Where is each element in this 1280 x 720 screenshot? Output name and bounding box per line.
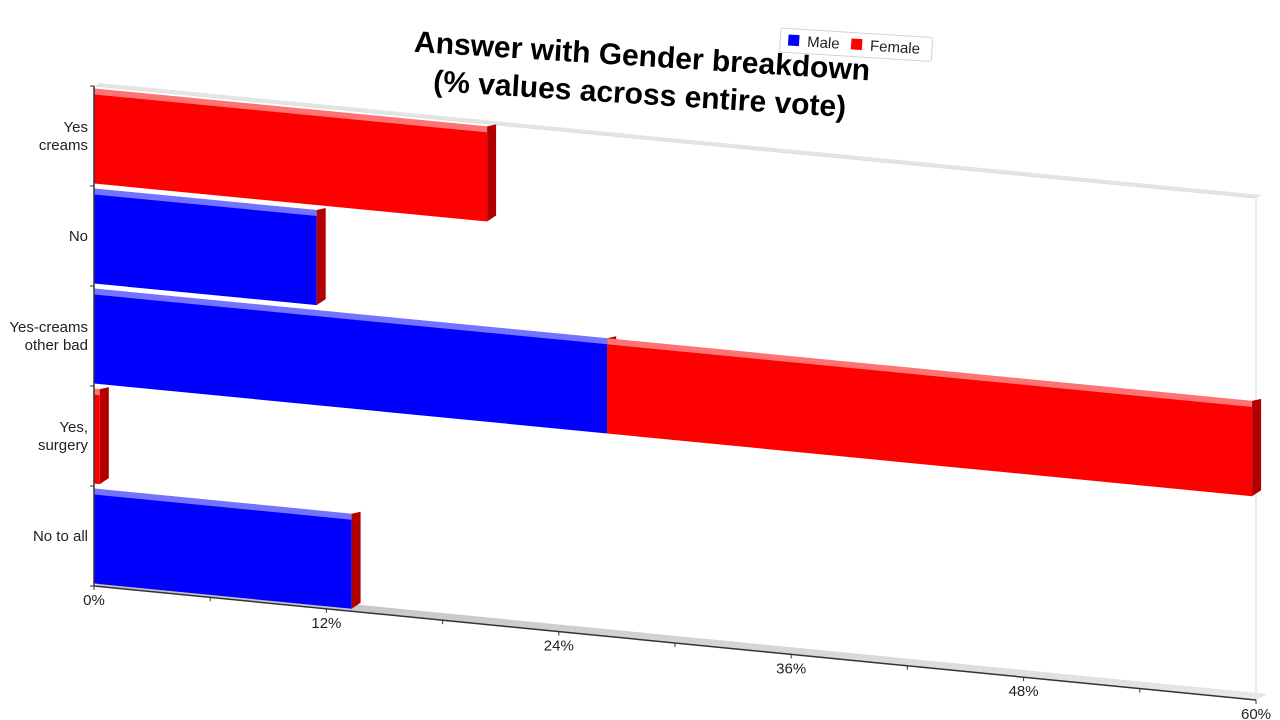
x-tick-label: 48% [1009,683,1039,700]
bar-end-cap [487,124,497,222]
bar-female-3 [94,387,109,485]
legend-swatch-female [850,38,863,51]
category-labels: Yes creams No Yes-creams other bad Yes, surger… [9,119,88,545]
legend-label-female: Female [870,38,921,58]
bar-highlight [94,88,488,133]
x-axis: 0% 12% 24% 36% 48% 60% [83,85,1271,720]
floor [94,580,1268,700]
bar-face [94,288,608,434]
bar-highlight [94,388,100,396]
legend: Male Female [779,27,934,62]
bar-end-cap [99,387,109,485]
bar-end-cap [351,511,361,609]
category-label: Yes creams [39,119,88,154]
bar-end-cap [1252,398,1262,497]
bar-male-1 [94,188,326,306]
x-tick-label: 12% [311,615,341,632]
bar-highlight [94,488,352,520]
bar-female-0 [94,88,497,222]
x-tick-label: 0% [83,592,105,609]
bar-highlight [94,288,608,345]
x-tick-label: 60% [1241,706,1271,720]
bar-face [607,338,1253,497]
x-tick-label: 24% [544,638,574,655]
bar-highlight [94,188,317,216]
bar-male-4 [94,488,361,609]
bar-end-cap [316,208,326,306]
bar-highlight [607,338,1253,407]
category-label: Yes-creams other bad [9,319,88,354]
category-label: No to all [33,528,88,545]
legend-label-male: Male [807,34,841,53]
legend-swatch-male [787,34,800,47]
bar-face [94,188,317,306]
top-wall [94,83,1262,198]
category-label: No [69,228,88,245]
bar-female-2 [607,338,1262,497]
bar-face [94,88,488,222]
x-tick-label: 36% [776,660,806,677]
category-label: Yes, surgery [38,419,89,454]
bar-face [94,488,352,609]
bars [94,88,1262,609]
bar-face [94,388,100,485]
